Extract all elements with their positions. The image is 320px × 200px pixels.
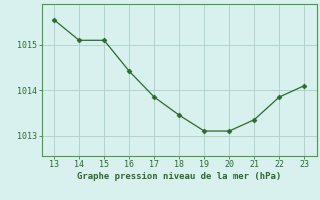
X-axis label: Graphe pression niveau de la mer (hPa): Graphe pression niveau de la mer (hPa) (77, 172, 281, 181)
